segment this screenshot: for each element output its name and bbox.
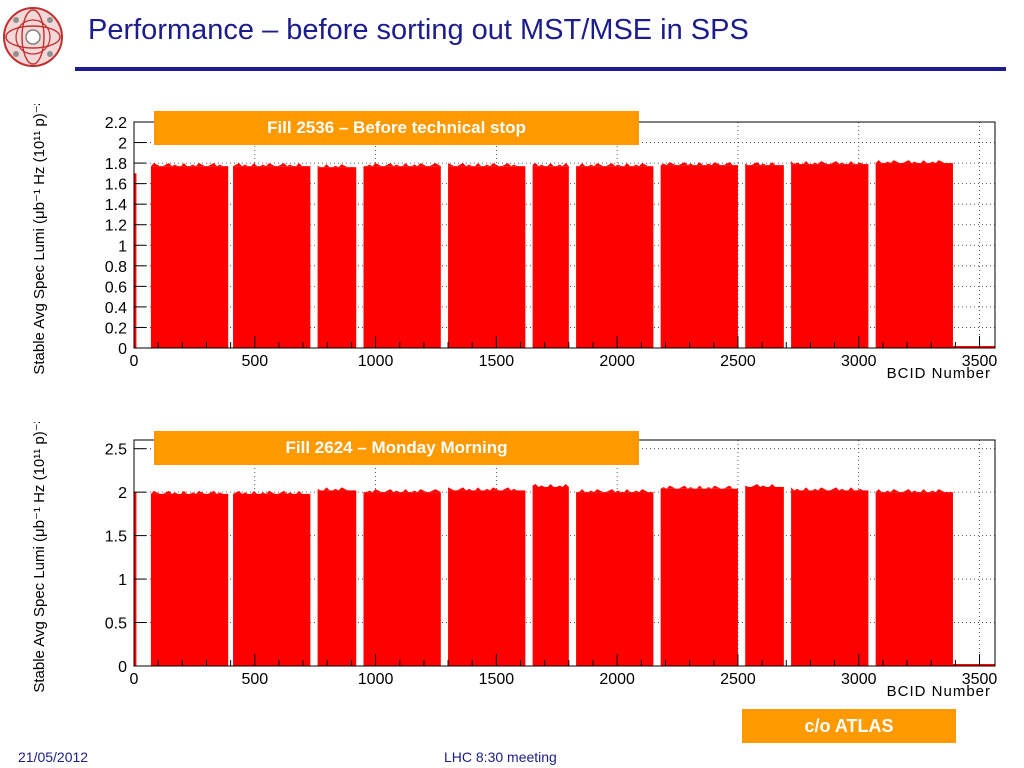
y-tick-label: 1 xyxy=(118,238,127,255)
x-tick-label: 1500 xyxy=(479,671,515,688)
bunch-train-top xyxy=(532,483,569,487)
bunch-train-top xyxy=(233,490,311,494)
bunch-train-bar xyxy=(363,492,441,666)
bunch-train-bar xyxy=(233,493,311,666)
bunch-train-bar xyxy=(233,166,311,348)
bunch-train-bar xyxy=(875,492,953,666)
title-divider xyxy=(75,67,1006,71)
bunch-train-top xyxy=(233,163,311,167)
x-tick-label: 0 xyxy=(130,671,139,688)
bunch-train-top xyxy=(875,489,953,493)
bunch-train-top xyxy=(660,162,738,166)
chart-fill-2536-svg: 00.20.40.60.811.21.41.61.822.20 500 1000 15… xyxy=(31,104,998,382)
y-axis-label: Stable Avg Spec Lumi (μb⁻¹ Hz (10¹¹ p)⁻²… xyxy=(31,104,48,375)
bunch-train-top xyxy=(660,485,738,489)
bunch-train-top xyxy=(317,487,357,491)
x-tick-label: 500 xyxy=(241,353,268,370)
bunch-train-bar xyxy=(532,486,569,666)
bunch-train-bar xyxy=(448,490,526,666)
x-tick-label: 3500 xyxy=(962,671,998,688)
bunch-train-top xyxy=(150,163,229,167)
y-tick-label: 2.5 xyxy=(105,442,127,459)
bunch-train-top xyxy=(317,164,357,168)
bunch-train-bar xyxy=(745,486,784,666)
y-tick-label: 2 xyxy=(118,485,127,502)
chart-fill-2536: 0 0.2 0.4 0.6 0.8 1 1.2 1.4 1.6 1.8 2 2.2 0 500 1000 15… xyxy=(0,104,1024,382)
x-tick-label: 0 xyxy=(130,353,139,370)
credit-badge: c/o ATLAS xyxy=(742,709,956,743)
bunch-train-bar xyxy=(660,488,738,666)
x-tick-label: 2000 xyxy=(599,353,635,370)
y-tick-label: 2 xyxy=(118,136,127,153)
bunch-train-bar xyxy=(150,493,229,666)
bunch-train-top xyxy=(791,487,869,491)
bunch-train-top xyxy=(576,489,654,493)
bunch-train-bar xyxy=(532,166,569,348)
bunch-train-top xyxy=(363,163,441,167)
y-tick-label: 0 xyxy=(118,659,127,676)
page-title: Performance – before sorting out MST/MSE… xyxy=(88,14,749,46)
bunch-train-top xyxy=(150,490,229,494)
x-tick-label: 1000 xyxy=(358,671,394,688)
lhc-logo-icon xyxy=(3,7,63,67)
footer-date: 21/05/2012 xyxy=(18,749,89,765)
y-tick-label: 1.4 xyxy=(105,197,127,214)
bunch-train-top xyxy=(532,163,569,167)
bunch-train-bar xyxy=(317,490,357,666)
chart-fill-2624: 0 0.5 1 1.5 2 2.5 0 500 1000 1500 2000 2500 3000 3500… xyxy=(0,422,1024,700)
y-tick-label: 0.8 xyxy=(105,259,127,276)
x-tick-label: 2500 xyxy=(720,671,756,688)
bunch-train-bar xyxy=(791,164,869,348)
x-tick-label: 1000 xyxy=(358,353,394,370)
y-tick-label: 1 xyxy=(118,572,127,589)
bunch-train-top xyxy=(363,489,441,493)
y-tick-label: 1.2 xyxy=(105,218,127,235)
y-tick-label: 0 xyxy=(118,341,127,358)
bunch-train-bar xyxy=(660,165,738,348)
y-tick-label: 1.5 xyxy=(105,529,127,546)
x-axis-label: BCID Number xyxy=(887,683,991,700)
x-axis-label: BCID Number xyxy=(887,365,991,382)
bunch-train-bar xyxy=(363,166,441,348)
y-tick-label: 1.8 xyxy=(105,156,127,173)
bunch-train-top xyxy=(745,483,784,487)
x-tick-label: 2000 xyxy=(599,671,635,688)
bunch-train-top xyxy=(448,487,526,491)
x-tick-label: 3000 xyxy=(841,671,877,688)
bunch-train-top xyxy=(448,163,526,167)
chart-fill-2624-svg: 0 0.5 1 1.5 2 2.5 0 500 1000 1500 2000 2500 3000 3500… xyxy=(31,422,998,700)
bunch-train-bar xyxy=(576,166,654,348)
y-tick-label: 1.6 xyxy=(105,177,127,194)
bunch-train-bar xyxy=(150,166,229,348)
y-tick-label: 0.6 xyxy=(105,279,127,296)
x-tick-label: 500 xyxy=(241,671,268,688)
bunch-train-top xyxy=(576,163,654,167)
x-tick-label: 1500 xyxy=(479,353,515,370)
y-axis-label: Stable Avg Spec Lumi (μb⁻¹ Hz (10¹¹ p)⁻²… xyxy=(31,422,48,693)
bunch-train-top xyxy=(791,161,869,165)
bunch-train-top xyxy=(875,160,953,164)
y-tick-label: 2.2 xyxy=(105,115,127,132)
fill-2624-label: Fill 2624 – Monday Morning xyxy=(154,431,639,465)
bunch-train-bar xyxy=(875,163,953,348)
bunch-train-top xyxy=(745,162,784,166)
bunch-train-bar xyxy=(576,492,654,666)
fill-2536-label: Fill 2536 – Before technical stop xyxy=(154,111,639,145)
bunch-train-bar xyxy=(317,167,357,348)
footer-meeting: LHC 8:30 meeting xyxy=(444,749,557,765)
y-tick-label: 0.4 xyxy=(105,300,127,317)
y-tick-label: 0.2 xyxy=(105,320,127,337)
x-tick-label: 3000 xyxy=(841,353,877,370)
y-tick-label: 0.5 xyxy=(105,616,127,633)
bunch-train-bar xyxy=(791,490,869,666)
bunch-train-bar xyxy=(448,166,526,348)
bunch-train-bar xyxy=(134,173,137,348)
bunch-train-bar xyxy=(745,165,784,348)
x-tick-label: 2500 xyxy=(720,353,756,370)
x-tick-label: 3500 xyxy=(962,353,998,370)
